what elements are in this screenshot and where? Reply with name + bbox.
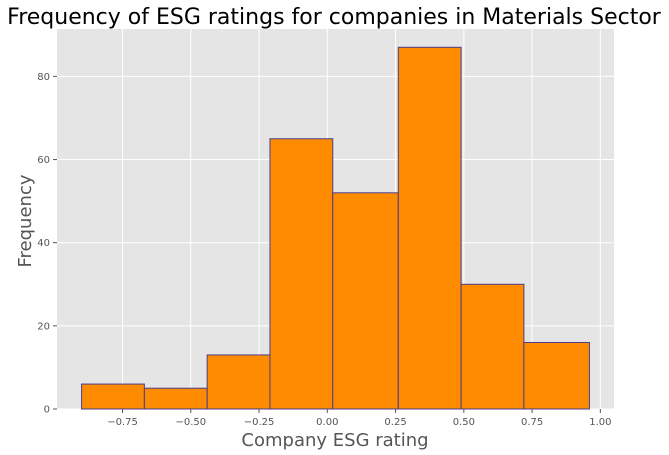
histogram-bar [81,383,145,410]
histogram-bar [206,354,271,410]
histogram-bar [460,283,525,410]
y-tick-label: 20 [37,321,50,332]
y-tick-label: 80 [37,72,50,83]
histogram-bar [269,138,334,410]
histogram-bar [332,192,399,410]
histogram-bar [523,341,590,410]
x-tick-label: 0.50 [453,417,475,428]
y-tick-label: 0 [44,405,50,416]
x-tick-label: −0.75 [107,417,138,428]
histogram-bars [81,46,590,410]
x-tick-label: 0.00 [316,417,338,428]
x-axis-ticks: −0.75 −0.50 −0.25 0.00 0.25 0.50 0.75 1.00 [107,409,611,428]
y-axis-ticks: 0 20 40 60 80 [37,72,57,416]
chart-title: Frequency of ESG ratings for companies i… [7,5,662,30]
y-tick-label: 40 [37,238,50,249]
x-axis-label: Company ESG rating [241,430,428,451]
x-tick-label: −0.50 [175,417,206,428]
histogram-bar [397,46,462,410]
histogram-bar [143,387,208,410]
x-tick-label: −0.25 [244,417,275,428]
x-tick-label: 0.75 [521,417,543,428]
y-axis-label: Frequency [15,174,36,267]
x-tick-label: 1.00 [589,417,611,428]
y-tick-label: 60 [37,155,50,166]
x-tick-label: 0.25 [384,417,406,428]
